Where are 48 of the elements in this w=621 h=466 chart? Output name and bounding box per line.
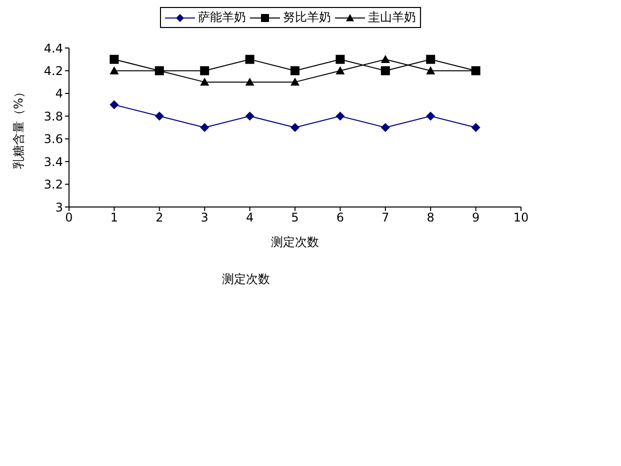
- y-tick-label: 3.6: [44, 132, 63, 146]
- x-tick-label: 4: [246, 210, 254, 225]
- x-tick-label: 7: [382, 210, 390, 225]
- point: [245, 112, 254, 121]
- point: [110, 66, 119, 74]
- point: [380, 123, 390, 132]
- x-tick-label: 1: [110, 210, 118, 225]
- x-tick-label: 6: [336, 210, 344, 225]
- x-tick-label: 5: [291, 210, 299, 225]
- point: [426, 54, 436, 64]
- point: [426, 112, 436, 121]
- point: [200, 78, 210, 86]
- point: [110, 54, 119, 64]
- point: [471, 123, 480, 132]
- point: [380, 54, 390, 63]
- y-tick-label: 3: [55, 200, 63, 214]
- point: [290, 78, 300, 86]
- point: [336, 66, 345, 74]
- y-tick-label: 4.4: [44, 41, 63, 56]
- x-tick-label: 8: [426, 210, 434, 225]
- y-tick-label: 3.8: [44, 109, 63, 124]
- x-tick-label: 0: [65, 210, 73, 225]
- point: [245, 78, 254, 86]
- point: [290, 123, 300, 132]
- point: [426, 66, 436, 74]
- y-tick-label: 3.4: [44, 154, 63, 169]
- x-tick-label: 2: [156, 210, 164, 225]
- x-tick-label: 9: [472, 210, 480, 225]
- y-tick-label: 3.2: [44, 178, 63, 192]
- y-tick-label: 4.2: [44, 64, 63, 78]
- point: [245, 54, 254, 64]
- x-tick-label: 3: [200, 210, 208, 225]
- y-tick-label: 4: [55, 86, 63, 101]
- point: [380, 66, 390, 76]
- point: [200, 66, 210, 76]
- text: 测定次数: [222, 271, 270, 288]
- point: [336, 112, 345, 121]
- point: [336, 54, 345, 64]
- point: [154, 112, 164, 121]
- point: [110, 100, 119, 110]
- x-tick-label: 10: [513, 210, 529, 225]
- x-axis-title: 测定次数: [271, 235, 319, 249]
- point: [290, 66, 300, 76]
- y-axis-title: 乳糖含量（%）: [11, 86, 26, 170]
- legend-label: 圭山羊奶: [367, 9, 416, 26]
- legend-label: 萨能羊奶: [197, 9, 246, 26]
- point: [200, 123, 210, 132]
- legend-label: 努比羊奶: [282, 9, 331, 26]
